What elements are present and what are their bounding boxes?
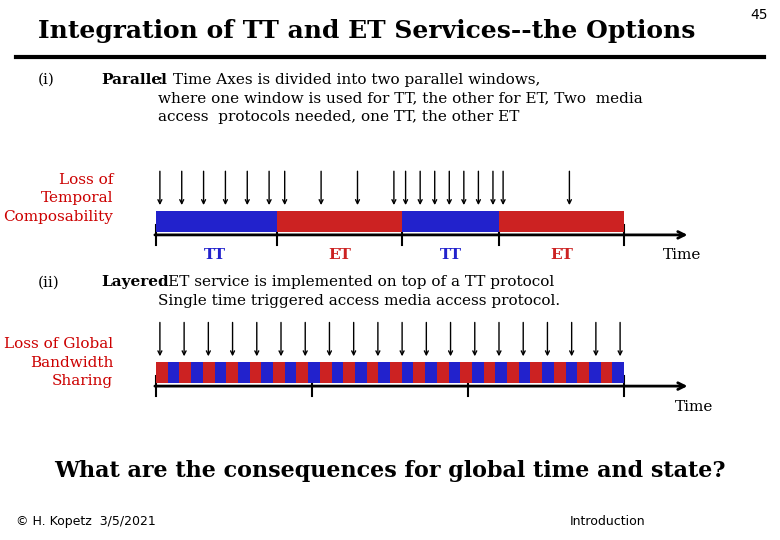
Text: Time: Time [675,400,714,414]
Bar [460,362,472,383]
Bar [273,362,285,383]
Text: : ET service is implemented on top of a TT protocol
Single time triggered access: : ET service is implemented on top of a … [158,275,560,308]
Text: Time: Time [663,248,702,262]
Text: TT: TT [204,248,225,262]
Text: (ii): (ii) [37,275,59,289]
Bar [554,362,566,383]
Text: ET: ET [328,248,351,262]
Bar [156,362,168,383]
Bar [499,211,624,232]
Bar [277,211,402,232]
Text: :  Time Axes is divided into two parallel windows,
where one window is used for : : Time Axes is divided into two parallel… [158,73,642,124]
Bar [156,211,277,232]
Bar [402,211,499,232]
Text: Integration of TT and ET Services--the Options: Integration of TT and ET Services--the O… [38,19,695,43]
Bar [437,362,448,383]
Bar [530,362,542,383]
Text: Layered: Layered [101,275,169,289]
Bar [367,362,378,383]
Bar [601,362,612,383]
Bar [179,362,191,383]
Text: What are the consequences for global time and state?: What are the consequences for global tim… [55,460,725,482]
Text: Loss of
Temporal
Composability: Loss of Temporal Composability [3,173,113,224]
Bar [250,362,261,383]
Bar [507,362,519,383]
Text: TT: TT [440,248,462,262]
Text: Introduction: Introduction [569,515,645,528]
Text: 45: 45 [751,8,768,22]
Bar [296,362,308,383]
Text: ET: ET [550,248,573,262]
Text: © H. Kopetz  3/5/2021: © H. Kopetz 3/5/2021 [16,515,155,528]
Bar [156,362,624,383]
Bar [343,362,355,383]
Bar [577,362,589,383]
Bar [203,362,215,383]
Text: (i): (i) [37,73,55,87]
Text: Loss of Global
Bandwidth
Sharing: Loss of Global Bandwidth Sharing [4,338,113,388]
Bar [320,362,331,383]
Text: Parallel: Parallel [101,73,167,87]
Bar [226,362,238,383]
Bar [413,362,425,383]
Bar [390,362,402,383]
Bar [484,362,495,383]
